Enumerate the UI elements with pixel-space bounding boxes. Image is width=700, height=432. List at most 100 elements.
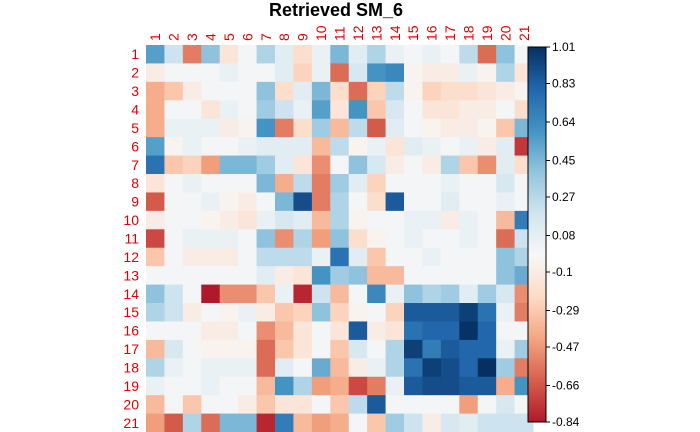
heatmap-cell [293, 137, 313, 156]
heatmap-cell [146, 247, 165, 267]
heatmap-cell [367, 303, 386, 322]
heatmap-cell [422, 358, 442, 378]
heatmap-cell [164, 100, 184, 120]
heatmap-cell [330, 303, 350, 322]
heatmap-cell [219, 339, 239, 359]
heatmap-cell [496, 303, 515, 322]
heatmap-cell [404, 247, 423, 267]
heatmap-cell [201, 266, 221, 285]
heatmap-cell [182, 155, 202, 175]
heatmap-cell [201, 100, 221, 120]
heatmap-cell [293, 376, 313, 396]
heatmap-cell [459, 284, 479, 304]
heatmap-cell [275, 266, 294, 285]
row-label: 21 [123, 415, 139, 431]
heatmap-cell [311, 413, 331, 432]
heatmap-cell [293, 81, 313, 101]
heatmap-cell [164, 303, 184, 322]
heatmap-cell [477, 266, 497, 285]
heatmap-cell [238, 229, 257, 249]
heatmap-cell [385, 45, 405, 64]
heatmap-cell [182, 284, 202, 304]
heatmap-cell [477, 81, 497, 101]
column-label: 12 [350, 25, 366, 41]
heatmap-cell [367, 192, 386, 212]
heatmap-cell [367, 266, 386, 285]
heatmap-cell [440, 358, 460, 378]
heatmap-cell [275, 118, 294, 138]
heatmap-cell [330, 100, 350, 120]
heatmap-cell [311, 63, 331, 83]
heatmap-cell [348, 118, 368, 138]
heatmap-cell [219, 192, 239, 212]
heatmap-cell [348, 174, 368, 193]
heatmap-cell [219, 81, 239, 101]
heatmap-cell [367, 81, 386, 101]
heatmap-cell [477, 229, 497, 249]
heatmap-cell [422, 413, 442, 432]
heatmap-cell [311, 45, 331, 64]
heatmap-cell [238, 45, 257, 64]
heatmap-cell [238, 174, 257, 193]
heatmap-cell [182, 192, 202, 212]
heatmap-cell [348, 339, 368, 359]
heatmap-cell [238, 339, 257, 359]
heatmap-cell [256, 192, 276, 212]
column-label: 13 [368, 25, 384, 41]
row-label: 5 [131, 120, 139, 136]
heatmap-cell [459, 192, 479, 212]
row-label: 9 [131, 194, 139, 210]
heatmap-cell [182, 339, 202, 359]
column-label: 4 [203, 33, 219, 41]
heatmap-cell [385, 155, 405, 175]
heatmap-cell [440, 45, 460, 64]
heatmap-cell [238, 266, 257, 285]
heatmap-cell [459, 395, 479, 414]
column-label: 11 [332, 26, 348, 41]
heatmap-cell [477, 358, 497, 378]
heatmap-cell [367, 229, 386, 249]
heatmap-cell [275, 100, 294, 120]
heatmap-cell [330, 266, 350, 285]
heatmap-cell [219, 229, 239, 249]
heatmap-cell [477, 376, 497, 396]
heatmap-cell [385, 100, 405, 120]
heatmap-cell [275, 192, 294, 212]
heatmap-cell [293, 247, 313, 267]
heatmap-cell [348, 266, 368, 285]
heatmap-cell [385, 395, 405, 414]
heatmap-cell [367, 413, 386, 432]
heatmap-cell [201, 174, 221, 193]
heatmap-cell [496, 247, 515, 267]
heatmap-cell [348, 100, 368, 120]
heatmap-cell [146, 210, 165, 230]
heatmap-cell [275, 321, 294, 341]
heatmap-cell [496, 413, 515, 432]
heatmap-cell [311, 339, 331, 359]
heatmap-cell [256, 339, 276, 359]
row-label: 2 [131, 65, 139, 81]
row-label: 1 [131, 46, 139, 62]
heatmap-cell [440, 339, 460, 359]
heatmap-cell [477, 118, 497, 138]
heatmap-cell [404, 192, 423, 212]
heatmap-cell [164, 137, 184, 156]
heatmap-cell [459, 63, 479, 83]
row-label: 17 [123, 341, 139, 357]
heatmap-cell [219, 45, 239, 64]
heatmap-cell [219, 118, 239, 138]
heatmap-cell [367, 137, 386, 156]
heatmap-cell [219, 303, 239, 322]
heatmap-cell [385, 321, 405, 341]
heatmap-cell [238, 118, 257, 138]
heatmap-cell [256, 210, 276, 230]
heatmap-cell [367, 376, 386, 396]
heatmap-cell [146, 118, 165, 138]
column-label: 2 [166, 33, 182, 41]
heatmap-cell [404, 266, 423, 285]
heatmap-cell [164, 339, 184, 359]
heatmap-cell [422, 266, 442, 285]
heatmap-cell [459, 155, 479, 175]
colorbar-tick-label: -0.1 [552, 265, 573, 279]
heatmap-cell [330, 210, 350, 230]
